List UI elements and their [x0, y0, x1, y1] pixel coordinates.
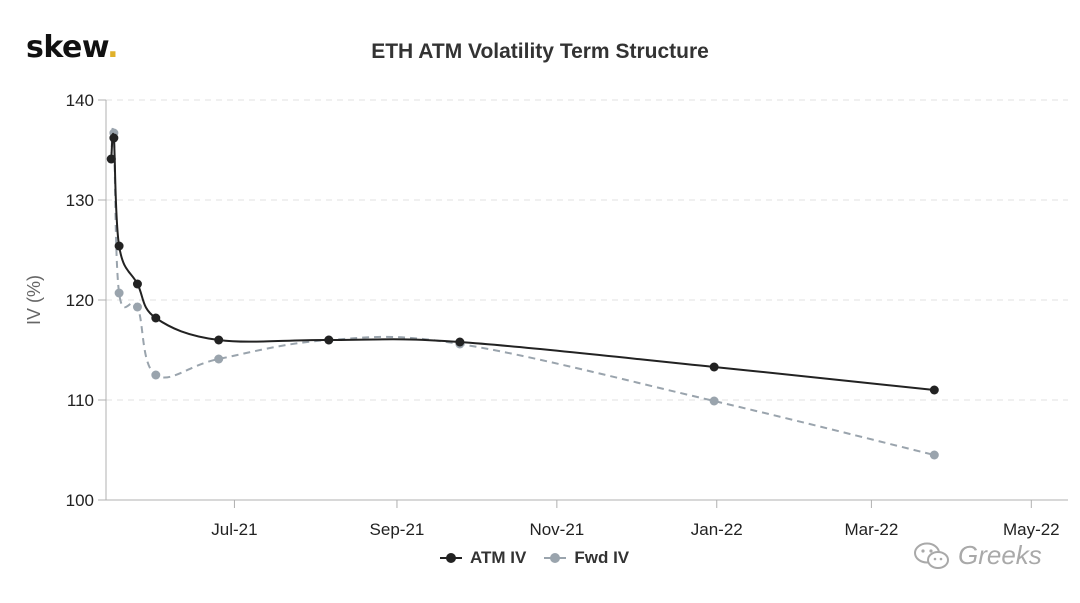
data-point-atm-iv-6	[324, 335, 334, 345]
y-tick-label-140: 140	[66, 91, 94, 110]
x-tick-label-Nov-21: Nov-21	[529, 520, 584, 539]
data-point-atm-iv-4	[151, 313, 161, 323]
data-point-atm-iv-3	[132, 279, 142, 289]
logo-text: skew	[26, 30, 108, 65]
x-tick-label-Sep-21: Sep-21	[370, 520, 425, 539]
data-point-fwd-iv-5	[214, 354, 224, 364]
data-point-atm-iv-7	[455, 337, 465, 347]
watermark: Greeks	[912, 540, 1042, 571]
series-line-fwd-iv	[110, 125, 935, 456]
legend-swatch-fwd-iv	[544, 553, 567, 563]
chart-title: ETH ATM Volatility Term Structure	[371, 40, 709, 63]
legend-swatch-atm-iv	[440, 553, 462, 563]
y-tick-label-130: 130	[66, 191, 94, 210]
x-tick-label-Jul-21: Jul-21	[211, 520, 257, 539]
series-line-atm-iv	[110, 133, 935, 391]
data-point-atm-iv-2	[114, 241, 124, 251]
y-tick-label-110: 110	[67, 391, 94, 410]
x-tick-label-Mar-22: Mar-22	[844, 520, 898, 539]
data-point-fwd-iv-9	[929, 450, 939, 460]
data-point-atm-iv-9	[929, 385, 939, 395]
logo-dot: .	[107, 30, 119, 65]
legend-item-atm-iv[interactable]: ATM IV	[440, 548, 526, 568]
watermark-text: Greeks	[958, 540, 1042, 570]
legend: ATM IV Fwd IV	[440, 548, 629, 568]
wechat-icon	[914, 542, 949, 569]
data-point-fwd-iv-4	[151, 370, 161, 380]
axes: 100 110 120 130 140 Jul-21 Sep-21 Nov-21 Jan-22 M…	[66, 91, 1068, 539]
legend-label-atm-iv: ATM IV	[470, 548, 527, 567]
data-point-atm-iv-5	[214, 335, 224, 345]
data-point-fwd-iv-8	[709, 396, 719, 406]
y-axis-title: IV (%)	[24, 275, 44, 325]
data-point-atm-iv-0	[106, 154, 116, 164]
gridlines	[106, 99, 1068, 401]
legend-label-fwd-iv: Fwd IV	[574, 548, 630, 567]
series	[106, 125, 939, 460]
data-point-fwd-iv-3	[132, 302, 142, 312]
x-tick-label-May-22: May-22	[1003, 520, 1060, 539]
skew-logo: skew.	[26, 30, 119, 65]
data-point-atm-iv-8	[709, 362, 719, 372]
data-point-fwd-iv-2	[114, 288, 124, 298]
y-tick-label-120: 120	[66, 291, 94, 310]
legend-item-fwd-iv[interactable]: Fwd IV	[544, 548, 629, 568]
x-tick-label-Jan-22: Jan-22	[691, 520, 743, 539]
y-tick-label-100: 100	[66, 491, 94, 510]
data-point-atm-iv-1	[109, 133, 119, 143]
